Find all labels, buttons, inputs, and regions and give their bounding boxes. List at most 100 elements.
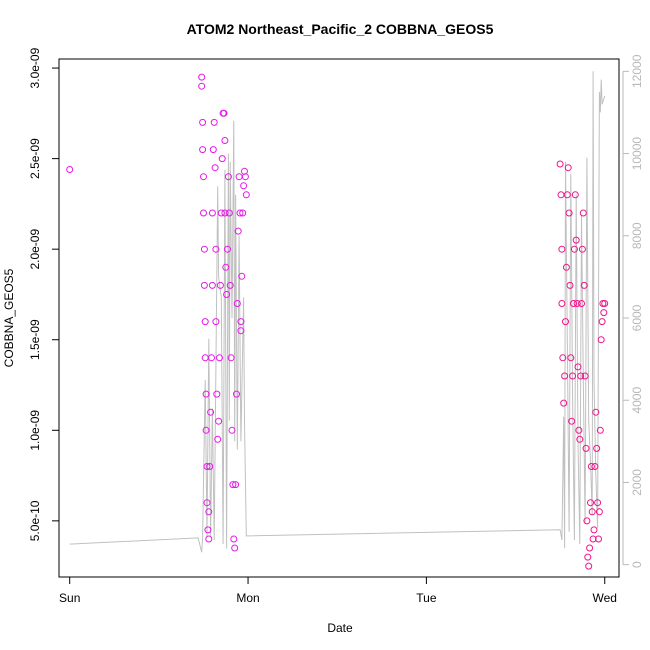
data-point: [233, 300, 241, 307]
data-point: [199, 146, 207, 154]
data-point: [240, 182, 248, 190]
data-point: [222, 263, 230, 271]
data-point: [226, 281, 234, 289]
data-point: [572, 236, 580, 244]
data-point: [202, 426, 210, 434]
data-point: [237, 318, 245, 326]
data-point: [571, 191, 579, 199]
data-point: [229, 481, 237, 489]
data-point: [601, 300, 609, 307]
data-point: [236, 209, 244, 217]
data-points-layer: [66, 73, 609, 570]
data-point: [198, 82, 206, 90]
y-tick-label: 2.0e-09: [28, 229, 42, 270]
altitude-line-layer: [69, 71, 606, 553]
data-point: [242, 191, 250, 199]
data-point: [556, 160, 564, 168]
data-point: [206, 463, 214, 470]
data-point: [589, 535, 597, 543]
data-point: [237, 327, 245, 335]
data-point: [565, 209, 573, 217]
data-point: [591, 463, 599, 470]
data-point: [592, 408, 600, 416]
data-point: [575, 426, 583, 434]
data-point: [239, 209, 247, 217]
x-tick-label: Sun: [59, 591, 80, 605]
data-point: [214, 435, 222, 443]
data-point: [238, 272, 246, 280]
y2-tick-label: 0: [630, 561, 644, 568]
data-point: [590, 526, 598, 534]
y-axis-label: COBBNA_GEOS5: [2, 268, 16, 367]
data-point: [201, 354, 209, 362]
data-point: [232, 481, 240, 489]
data-point: [215, 417, 223, 425]
data-point: [561, 372, 569, 380]
y-tick-label: 1.0e-09: [28, 410, 42, 451]
data-point: [208, 354, 215, 362]
data-point: [203, 463, 211, 470]
data-point: [213, 390, 221, 398]
data-point: [224, 173, 232, 181]
data-point: [210, 118, 218, 126]
data-point: [573, 300, 581, 307]
data-point: [588, 508, 596, 516]
data-point: [200, 173, 207, 181]
data-point: [600, 309, 608, 317]
data-point: [200, 281, 208, 289]
data-point: [579, 209, 587, 217]
data-point: [221, 209, 229, 217]
data-point: [557, 191, 565, 199]
data-point: [583, 517, 591, 525]
data-point: [595, 508, 603, 516]
data-point: [200, 245, 208, 253]
data-point: [212, 245, 220, 253]
data-point: [586, 544, 594, 552]
y-tick-label: 3.0e-09: [28, 47, 42, 88]
data-point: [563, 191, 571, 199]
data-point: [564, 164, 572, 172]
data-point: [205, 508, 213, 516]
data-point: [198, 73, 206, 81]
data-point: [598, 318, 606, 326]
data-point: [212, 318, 220, 326]
data-point: [570, 300, 577, 307]
y-tick-label: 2.5e-09: [28, 138, 42, 179]
data-point: [593, 444, 601, 452]
y2-tick-label: 10000: [630, 137, 644, 171]
y2-tick-label: 4000: [630, 387, 644, 414]
data-point: [562, 318, 569, 326]
data-point: [227, 354, 235, 362]
data-point: [202, 390, 210, 398]
data-point: [587, 463, 595, 470]
data-point: [204, 526, 212, 534]
data-point: [577, 372, 585, 380]
data-point: [216, 354, 223, 362]
data-point: [220, 109, 228, 117]
data-point: [201, 318, 209, 326]
data-point: [208, 209, 216, 217]
data-point: [205, 535, 213, 543]
data-point: [199, 118, 207, 126]
data-point: [560, 399, 568, 407]
data-point: [595, 535, 602, 543]
data-point: [209, 146, 217, 154]
data-point: [207, 408, 215, 416]
x-axis-label: Date: [327, 621, 353, 635]
data-point: [581, 372, 589, 380]
data-point: [594, 499, 602, 507]
data-point: [558, 300, 566, 307]
data-point: [211, 164, 219, 172]
y2-tick-label: 2000: [630, 469, 644, 496]
data-point: [570, 245, 578, 253]
data-point: [218, 155, 226, 163]
data-point: [567, 354, 575, 362]
data-point: [224, 245, 231, 253]
data-point: [559, 354, 567, 362]
plot-frame: [58, 58, 620, 578]
data-point: [208, 281, 216, 289]
data-point: [569, 372, 577, 380]
data-point: [217, 209, 225, 217]
data-point: [574, 363, 582, 371]
